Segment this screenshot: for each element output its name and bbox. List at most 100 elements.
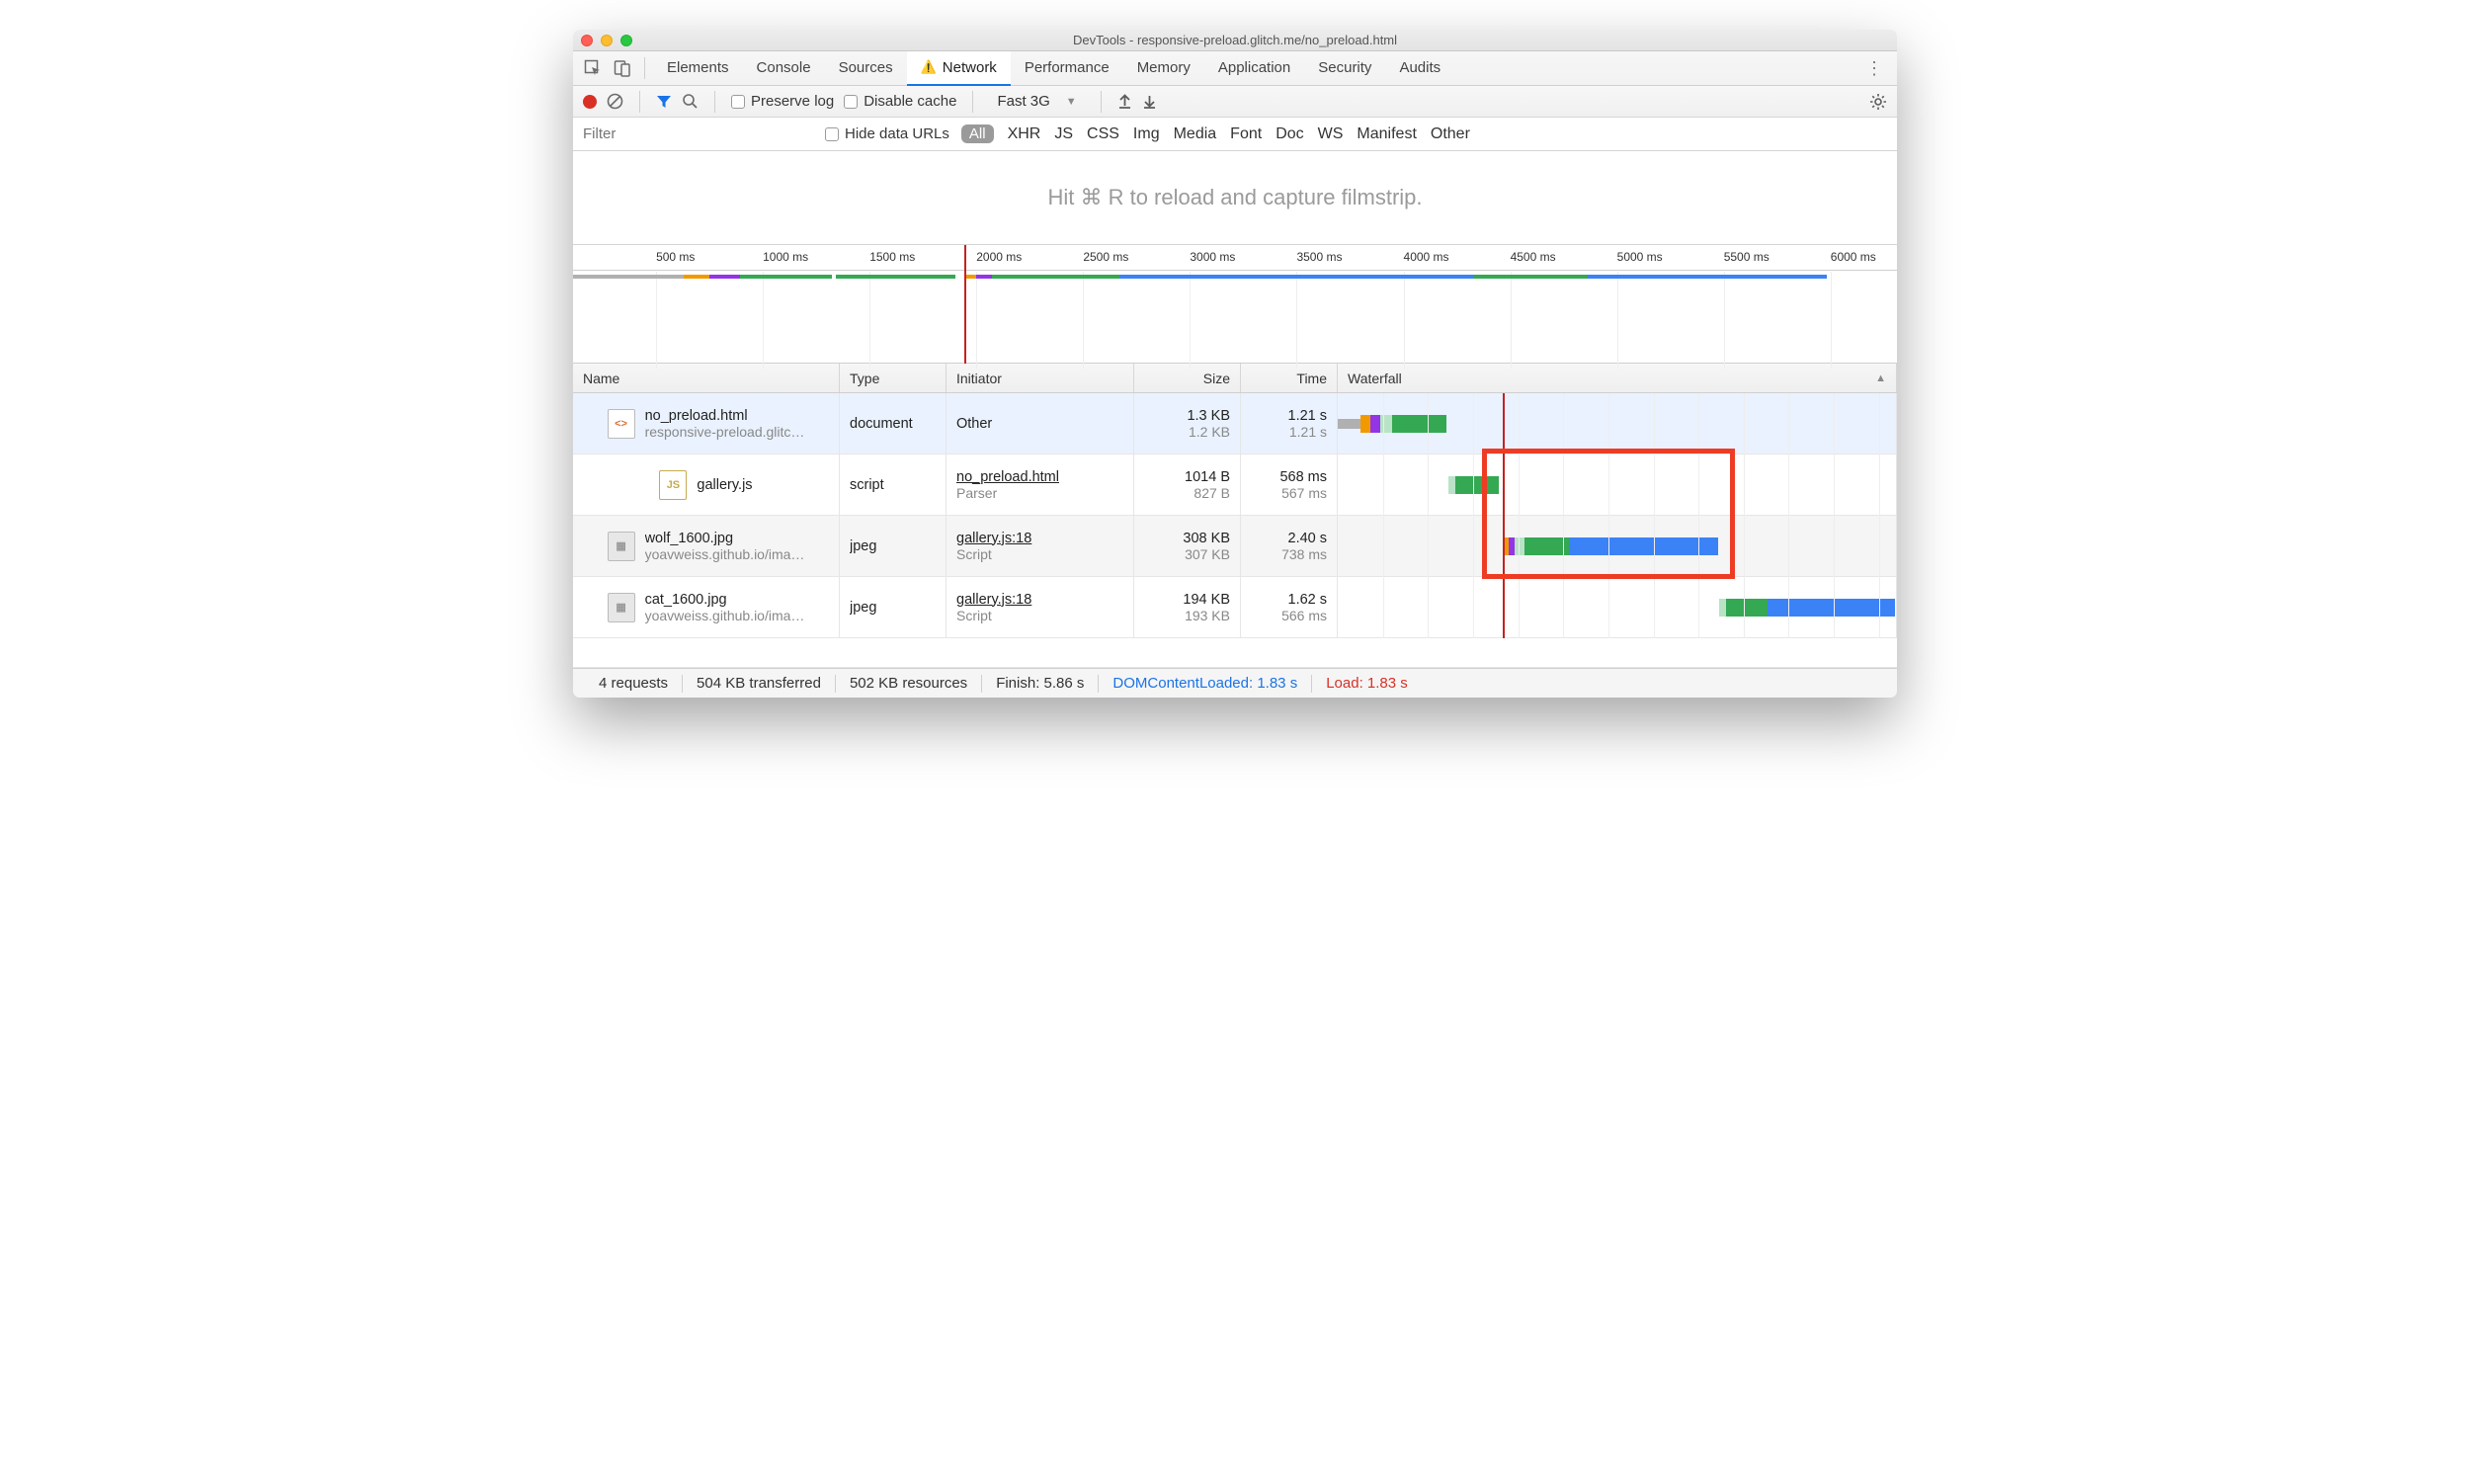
col-size[interactable]: Size: [1134, 364, 1241, 392]
filter-type-css[interactable]: CSS: [1087, 125, 1119, 143]
tab-performance[interactable]: Performance: [1011, 50, 1123, 85]
request-initiator[interactable]: no_preload.html: [956, 469, 1123, 485]
throttling-select[interactable]: Fast 3G ▼: [989, 91, 1084, 113]
divider: [714, 91, 715, 113]
col-waterfall[interactable]: Waterfall▲: [1338, 364, 1897, 392]
request-size: 308 KB: [1183, 531, 1230, 546]
request-time: 1.62 s: [1288, 592, 1328, 608]
tab-label: Performance: [1025, 59, 1110, 76]
request-initiator[interactable]: gallery.js:18: [956, 592, 1123, 608]
search-icon[interactable]: [682, 93, 699, 110]
tab-label: Security: [1318, 59, 1371, 76]
request-initiator-type: Script: [956, 546, 1123, 562]
request-type: jpeg: [850, 600, 936, 616]
filter-type-all[interactable]: All: [961, 124, 994, 143]
request-time: 568 ms: [1279, 469, 1327, 485]
status-load: Load: 1.83 s: [1312, 675, 1422, 692]
overview-tick: 5500 ms: [1724, 250, 1770, 264]
waterfall-gridline: [1788, 393, 1789, 638]
tab-security[interactable]: Security: [1304, 50, 1385, 85]
overview-tick: 4000 ms: [1404, 250, 1449, 264]
warning-icon: ⚠️: [921, 59, 937, 75]
request-size-content: 193 KB: [1185, 608, 1230, 623]
tab-audits[interactable]: Audits: [1385, 50, 1454, 85]
chevron-down-icon: ▼: [1066, 96, 1077, 108]
throttling-value: Fast 3G: [997, 93, 1049, 110]
tab-sources[interactable]: Sources: [825, 50, 907, 85]
filmstrip-hint: Hit ⌘ R to reload and capture filmstrip.: [573, 151, 1897, 245]
request-time-latency: 566 ms: [1281, 608, 1327, 623]
waterfall-bar: [1360, 415, 1370, 433]
tab-elements[interactable]: Elements: [653, 50, 743, 85]
filter-type-xhr[interactable]: XHR: [1008, 125, 1041, 143]
tab-application[interactable]: Application: [1204, 50, 1304, 85]
tab-network[interactable]: ⚠️ Network: [907, 50, 1011, 86]
waterfall-bar: [1719, 599, 1726, 617]
col-type[interactable]: Type: [840, 364, 947, 392]
filter-type-other[interactable]: Other: [1431, 125, 1470, 143]
request-size: 194 KB: [1183, 592, 1230, 608]
hide-data-urls-checkbox[interactable]: Hide data URLs: [825, 125, 949, 142]
request-name: wolf_1600.jpg: [645, 531, 805, 546]
request-type: document: [850, 416, 936, 432]
filter-toggle-icon[interactable]: [656, 94, 672, 110]
tab-label: Network: [943, 59, 997, 76]
filter-type-media[interactable]: Media: [1174, 125, 1217, 143]
waterfall-gridline: [1383, 393, 1384, 638]
overview-tick: 2000 ms: [976, 250, 1022, 264]
preserve-log-checkbox[interactable]: Preserve log: [731, 93, 834, 110]
col-name[interactable]: Name: [573, 364, 840, 392]
filterbar: Hide data URLs All XHR JS CSS Img Media Font Do…: [573, 118, 1897, 151]
overview-tick: 1000 ms: [763, 250, 808, 264]
overview-tick: 3500 ms: [1296, 250, 1342, 264]
tab-label: Sources: [839, 59, 893, 76]
overflow-menu-icon[interactable]: ⋮: [1865, 58, 1891, 79]
device-toggle-icon[interactable]: [609, 59, 636, 77]
request-rows: <> no_preload.html responsive-preload.glit…: [573, 393, 1897, 638]
status-requests: 4 requests: [585, 675, 682, 692]
tab-console[interactable]: Console: [743, 50, 825, 85]
tab-label: Memory: [1137, 59, 1191, 76]
request-time-latency: 567 ms: [1281, 485, 1327, 501]
disable-cache-label: Disable cache: [864, 93, 956, 110]
filter-type-font[interactable]: Font: [1230, 125, 1262, 143]
upload-har-icon[interactable]: [1117, 94, 1132, 109]
status-transferred: 504 KB transferred: [683, 675, 835, 692]
table-header: Name Type Initiator Size Time Waterfall▲: [573, 364, 1897, 393]
request-host: yoavweiss.github.io/ima…: [645, 546, 805, 562]
inspect-icon[interactable]: [579, 59, 607, 77]
filter-type-img[interactable]: Img: [1133, 125, 1160, 143]
request-size: 1014 B: [1185, 469, 1230, 485]
col-time[interactable]: Time: [1241, 364, 1338, 392]
request-initiator[interactable]: gallery.js:18: [956, 531, 1123, 546]
js-file-icon: JS: [659, 470, 687, 500]
filter-type-manifest[interactable]: Manifest: [1357, 125, 1416, 143]
filter-input[interactable]: [573, 118, 825, 150]
tab-memory[interactable]: Memory: [1123, 50, 1204, 85]
sort-asc-icon: ▲: [1875, 372, 1886, 384]
col-initiator[interactable]: Initiator: [947, 364, 1134, 392]
highlight-box: [1482, 449, 1735, 579]
waterfall-gridline: [1428, 393, 1429, 638]
filter-type-js[interactable]: JS: [1054, 125, 1073, 143]
html-file-icon: <>: [608, 409, 635, 439]
request-size-content: 307 KB: [1185, 546, 1230, 562]
overview-tick: 2500 ms: [1083, 250, 1128, 264]
filter-type-doc[interactable]: Doc: [1276, 125, 1303, 143]
record-button[interactable]: [583, 95, 597, 109]
clear-icon[interactable]: [607, 93, 623, 110]
request-host: responsive-preload.glitc…: [645, 424, 805, 440]
request-time-latency: 1.21 s: [1289, 424, 1327, 440]
disable-cache-checkbox[interactable]: Disable cache: [844, 93, 956, 110]
devtools-window: DevTools - responsive-preload.glitch.me/…: [573, 30, 1897, 698]
timeline-overview[interactable]: 500 ms1000 ms1500 ms2000 ms2500 ms3000 m…: [573, 245, 1897, 364]
settings-icon[interactable]: [1869, 93, 1887, 111]
statusbar: 4 requests 504 KB transferred 502 KB res…: [573, 668, 1897, 698]
filter-type-ws[interactable]: WS: [1318, 125, 1344, 143]
request-size-content: 827 B: [1194, 485, 1230, 501]
filter-types: All XHR JS CSS Img Media Font Doc WS Manifest Othe…: [961, 124, 1470, 143]
download-har-icon[interactable]: [1142, 94, 1157, 109]
overview-segment: [709, 275, 739, 279]
request-type: jpeg: [850, 538, 936, 554]
divider: [639, 91, 640, 113]
